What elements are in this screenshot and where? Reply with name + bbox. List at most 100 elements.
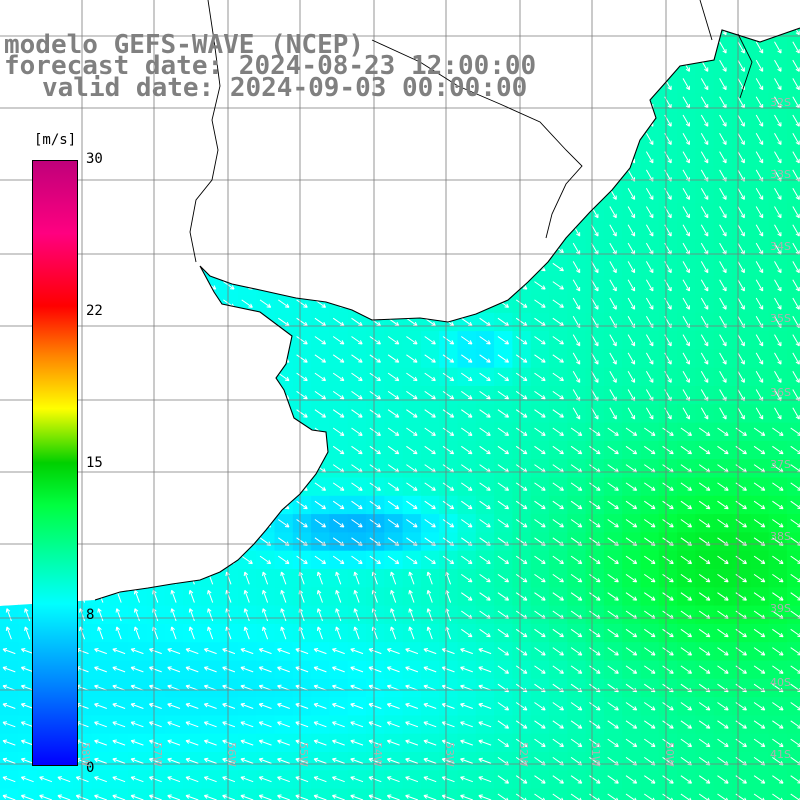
wind-speed-field <box>0 28 800 800</box>
wind-arrow <box>405 794 419 800</box>
speed-cell <box>0 257 19 277</box>
speed-cell <box>109 148 129 167</box>
wind-arrow <box>204 555 217 565</box>
wind-arrow <box>314 409 327 418</box>
wind-arrow <box>461 189 473 199</box>
wind-arrow <box>609 78 617 91</box>
wind-arrow <box>662 519 674 528</box>
wind-arrow <box>314 482 327 491</box>
speed-cell <box>292 257 312 277</box>
wind-arrow <box>314 134 327 144</box>
speed-cell <box>0 422 19 442</box>
wind-arrow <box>387 372 400 382</box>
wind-arrow <box>258 739 272 746</box>
wind-arrow <box>332 226 345 235</box>
wind-arrow <box>572 96 581 109</box>
speed-cell <box>128 477 147 497</box>
wind-arrow <box>369 555 381 565</box>
speed-cell <box>567 184 587 204</box>
wind-arrow <box>259 464 272 473</box>
wind-arrow <box>369 262 381 272</box>
wind-arrow <box>698 665 711 674</box>
wind-arrow <box>774 28 782 36</box>
wind-arrow <box>772 738 784 748</box>
wind-arrow <box>772 702 784 711</box>
wind-arrow <box>497 354 510 363</box>
wind-arrow <box>534 427 546 436</box>
wind-arrow <box>737 133 745 146</box>
wind-arrow <box>223 445 235 455</box>
speed-cell <box>219 239 239 259</box>
speed-cell <box>786 642 800 662</box>
wind-arrow <box>515 262 528 272</box>
wind-arrow <box>20 794 34 800</box>
speed-cell <box>750 788 770 800</box>
wind-arrow <box>497 207 510 217</box>
wind-arrow <box>223 317 235 327</box>
wind-arrow <box>222 702 236 709</box>
wind-arrow <box>185 702 199 709</box>
wind-arrow <box>460 684 473 691</box>
wind-arrow <box>753 647 766 656</box>
speed-cell <box>530 257 550 277</box>
wind-arrow <box>3 409 15 418</box>
wind-arrow <box>58 116 70 125</box>
wind-arrow <box>423 776 437 783</box>
wind-arrow <box>149 207 162 217</box>
speed-cell <box>366 148 385 167</box>
speed-cell <box>420 111 440 131</box>
wind-arrow <box>719 261 727 274</box>
wind-arrow <box>426 608 433 622</box>
wind-arrow <box>719 352 727 365</box>
wind-arrow <box>95 189 107 199</box>
wind-arrow <box>296 372 308 382</box>
wind-arrow <box>203 684 217 691</box>
wind-arrow <box>461 409 473 418</box>
speed-cell <box>164 294 184 314</box>
wind-arrow <box>755 224 764 237</box>
speed-cell <box>475 257 495 277</box>
speed-cell <box>786 129 800 149</box>
wind-arrow <box>589 665 601 674</box>
speed-cell <box>183 550 202 570</box>
speed-cell <box>128 788 147 800</box>
wind-arrow <box>113 427 125 436</box>
wind-arrow <box>682 133 690 146</box>
speed-cell <box>457 221 477 241</box>
wind-arrow <box>168 390 180 400</box>
wind-arrow <box>113 281 125 290</box>
speed-cell <box>439 184 459 204</box>
wind-arrow <box>369 189 381 199</box>
wind-arrow <box>515 153 528 162</box>
speed-cell <box>475 148 495 167</box>
wind-arrow <box>755 297 764 310</box>
wind-arrow <box>241 336 253 345</box>
wind-arrow <box>497 482 510 491</box>
wind-arrow <box>774 133 782 146</box>
wind-arrow <box>424 555 436 565</box>
wind-arrow <box>203 794 217 800</box>
wind-arrow <box>461 134 473 144</box>
wind-arrow <box>753 573 766 583</box>
speed-cell <box>146 459 166 479</box>
speed-cell <box>219 111 239 131</box>
wind-arrow <box>591 96 599 109</box>
speed-cell <box>366 257 385 277</box>
wind-arrow <box>572 334 581 347</box>
speed-cell <box>146 166 166 186</box>
wind-arrow <box>368 648 382 655</box>
wind-arrow <box>755 206 764 219</box>
speed-cell <box>146 788 166 800</box>
wind-arrow <box>792 187 800 200</box>
speed-cell <box>494 788 513 800</box>
wind-arrow <box>717 628 729 638</box>
wind-arrow <box>314 390 327 400</box>
wind-arrow <box>278 244 290 253</box>
wind-arrow <box>168 372 180 382</box>
wind-arrow <box>259 390 272 400</box>
wind-arrow <box>680 573 693 583</box>
wind-arrow <box>113 464 125 473</box>
wind-arrow <box>497 738 510 748</box>
wind-arrow <box>369 390 381 400</box>
speed-cell <box>347 166 367 186</box>
